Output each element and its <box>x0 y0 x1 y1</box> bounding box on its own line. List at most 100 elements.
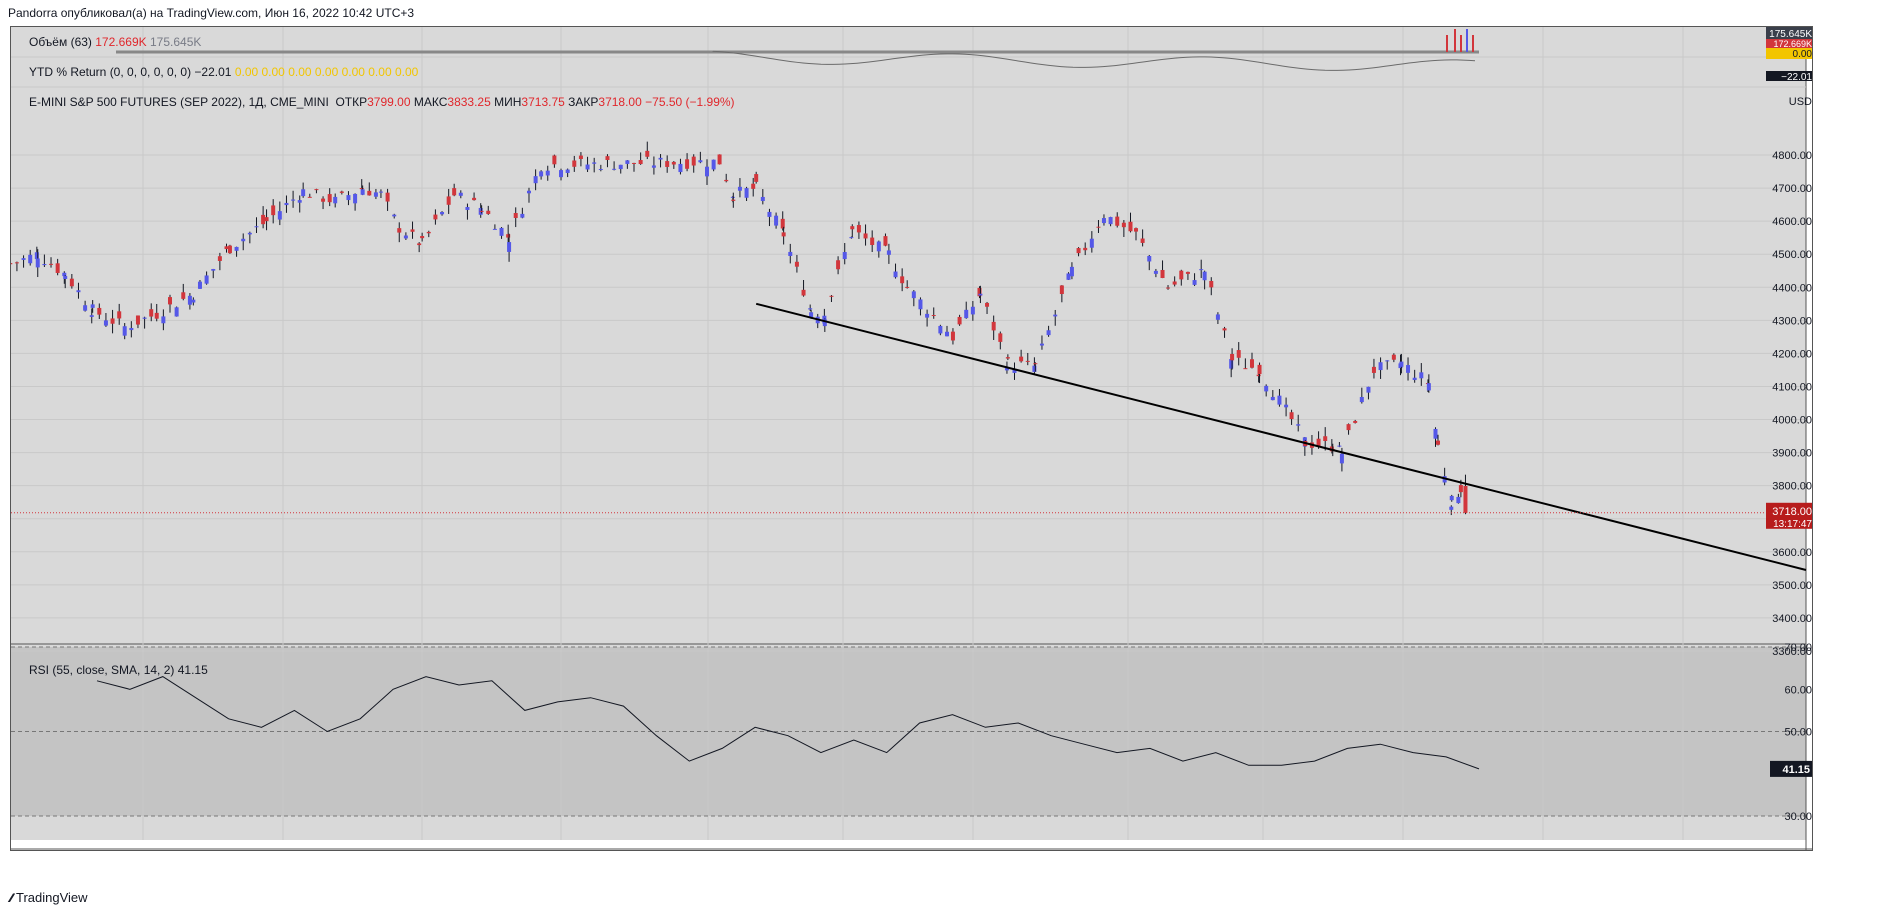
candle-body <box>711 159 716 170</box>
candle-body <box>458 192 463 196</box>
chart-canvas[interactable]: СенОктНояДек2022ФевМарАпрМайИюнИюлАвг480… <box>11 27 1812 850</box>
candle-body <box>353 193 358 204</box>
candle-body <box>1284 404 1289 408</box>
candle-body <box>991 321 996 331</box>
candle-body <box>618 164 623 170</box>
candle-body <box>526 190 531 194</box>
main-pane-bg <box>11 27 1806 644</box>
candle-body <box>89 315 94 317</box>
ytd-line <box>712 50 1476 71</box>
candle-body <box>479 210 484 212</box>
candle-body <box>1426 383 1431 391</box>
price-tick-label: 3500.00 <box>1772 580 1812 592</box>
brand-name: TradingView <box>16 890 88 905</box>
candle-body <box>1199 269 1204 271</box>
candle-body <box>751 183 756 189</box>
candle-body <box>808 308 813 310</box>
candle-body <box>836 260 841 270</box>
candle-body <box>918 299 923 310</box>
candle-body <box>1004 367 1009 371</box>
change-value: −75.50 (−1.99%) <box>645 95 735 109</box>
rsi-tick-label: 60.00 <box>1784 684 1812 696</box>
price-tick-label: 4100.00 <box>1772 381 1812 393</box>
trendline <box>755 302 1807 571</box>
candle-body <box>585 164 590 170</box>
candle-body <box>1115 216 1120 226</box>
price-tick-label: 3400.00 <box>1772 613 1812 625</box>
candle-body <box>678 163 683 173</box>
low-label: МИН <box>494 95 522 109</box>
candle-body <box>1179 270 1184 280</box>
candle-body <box>893 271 898 278</box>
candle-body <box>978 293 983 296</box>
volume-legend[interactable]: Объём (63) 172.669K 175.645K <box>29 35 201 49</box>
candle-body <box>247 232 252 235</box>
candle-body <box>187 295 192 305</box>
countdown-badge: 13:17:47 <box>1773 519 1812 530</box>
candle-body <box>271 205 276 216</box>
candle-body <box>1243 368 1248 370</box>
candle-body <box>129 327 134 331</box>
volume-label: Объём (63) <box>29 35 92 49</box>
candle-body <box>829 295 834 297</box>
close-label: ЗАКР <box>568 95 599 109</box>
candle-body <box>1172 281 1177 285</box>
candle-body <box>1185 271 1190 274</box>
candle-body <box>788 251 793 256</box>
candle-body <box>227 245 232 254</box>
candle-body <box>62 272 67 277</box>
candle-body <box>1005 357 1010 359</box>
candle-body <box>21 258 26 260</box>
candle-body <box>985 302 990 307</box>
candle-body <box>1316 438 1321 447</box>
candle-body <box>154 312 159 319</box>
footer-brand[interactable]: ⁄⁄ TradingView <box>10 890 88 905</box>
chart-frame[interactable]: СенОктНояДек2022ФевМарАпрМайИюнИюлАвг480… <box>10 26 1813 851</box>
candle-body <box>167 297 172 305</box>
scale-bg <box>1806 27 1812 850</box>
candle-body <box>76 290 81 293</box>
candle-body <box>403 235 408 239</box>
ytd-badge-2 <box>1766 71 1812 81</box>
candle-body <box>103 320 108 326</box>
candle-body <box>452 188 457 196</box>
candle-body <box>110 318 115 324</box>
candle-body <box>850 226 855 230</box>
ytd-badge-2-value: −22.01 <box>1781 72 1812 83</box>
ytd-legend[interactable]: YTD % Return (0, 0, 0, 0, 0, 0) −22.01 0… <box>29 65 418 79</box>
candle-body <box>301 189 306 197</box>
candle-body <box>420 236 425 239</box>
candle-body <box>1256 374 1261 377</box>
candle-body <box>1391 354 1396 360</box>
candle-body <box>28 254 33 264</box>
candle-body <box>373 192 378 197</box>
candle-body <box>625 160 630 164</box>
ytd-badge-1 <box>1766 48 1812 59</box>
candle-body <box>1277 395 1282 405</box>
candle-body <box>1066 273 1071 280</box>
rsi-badge <box>1770 760 1812 777</box>
candle-body <box>1449 506 1454 510</box>
price-tick-label: 4800.00 <box>1772 150 1812 162</box>
candle-body <box>1230 353 1235 361</box>
candle-body <box>1215 314 1220 320</box>
candle-body <box>863 233 868 239</box>
price-tick-label: 4000.00 <box>1772 415 1812 427</box>
candle-body <box>161 316 166 324</box>
candle-body <box>876 241 881 252</box>
candle-body <box>883 236 888 246</box>
candle-body <box>506 234 511 238</box>
low-value: 3713.75 <box>521 95 565 109</box>
candle-body <box>83 305 88 311</box>
candle-body <box>572 160 577 167</box>
candle-body <box>754 174 759 182</box>
candle-body <box>241 238 246 242</box>
rsi-legend[interactable]: RSI (55, close, SMA, 14, 2) 41.15 <box>29 663 208 677</box>
price-tick-label: 4600.00 <box>1772 216 1812 228</box>
candle-body <box>426 231 431 234</box>
candle-body <box>698 160 703 163</box>
last-price-badge-value: 3718.00 <box>1772 506 1812 518</box>
symbol-legend[interactable]: E-MINI S&P 500 FUTURES (SEP 2022), 1Д, C… <box>29 95 735 109</box>
rsi-tick-label: 30.00 <box>1784 811 1812 823</box>
candle-body <box>822 319 827 327</box>
